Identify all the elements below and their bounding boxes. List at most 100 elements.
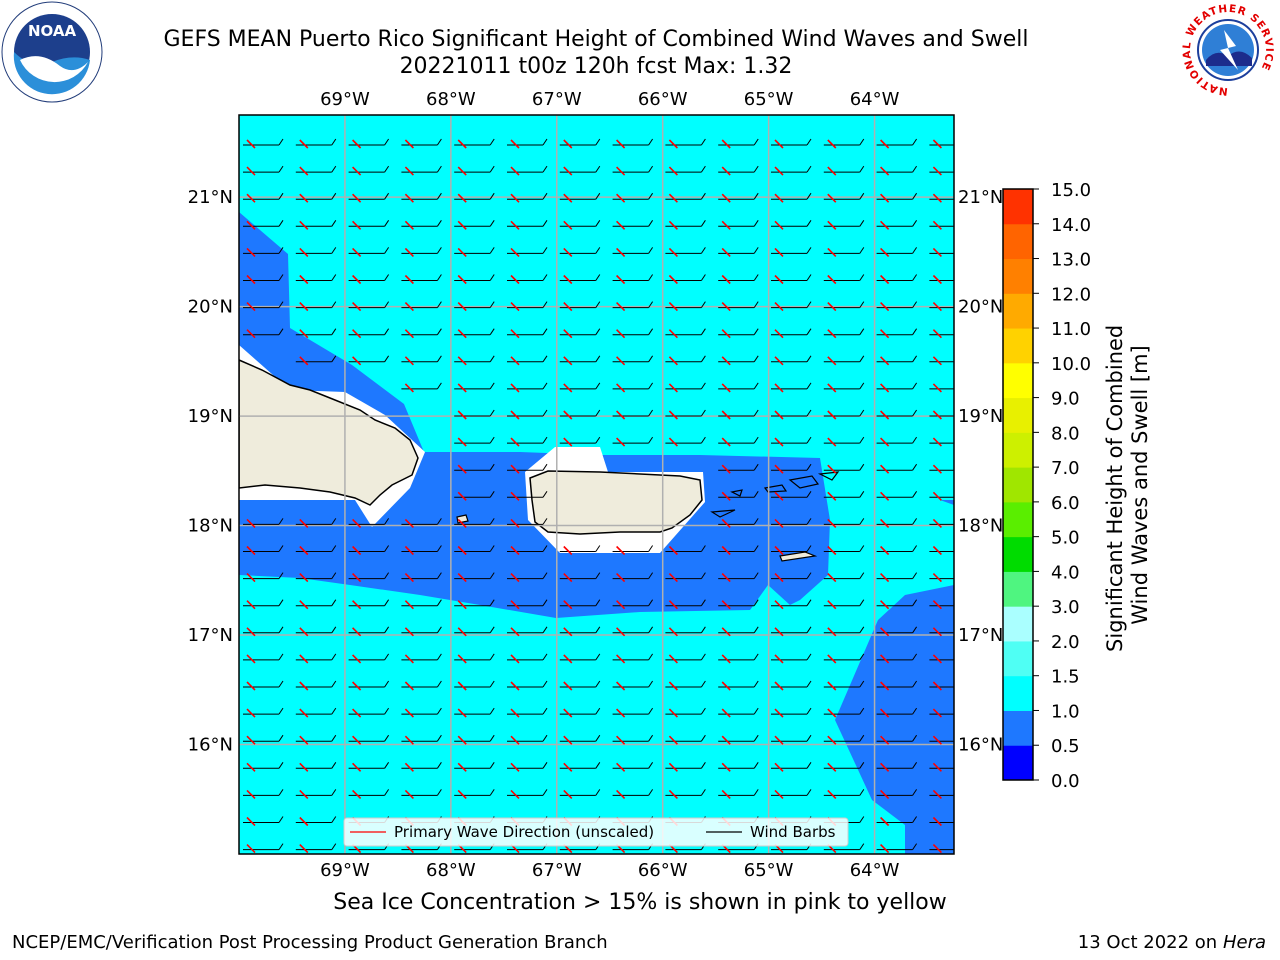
wind-barb-tick bbox=[753, 274, 759, 281]
wave-direction-arrow bbox=[774, 708, 784, 718]
wind-barb-tick bbox=[806, 789, 812, 796]
wave-direction-arrow bbox=[827, 545, 837, 556]
wind-barb-tick bbox=[912, 491, 918, 498]
wave-direction-arrow bbox=[404, 789, 414, 799]
wave-direction-arrow bbox=[880, 708, 890, 718]
wave-direction-arrow bbox=[616, 627, 626, 637]
wind-barb-tick bbox=[859, 572, 865, 579]
wind-barb-tick bbox=[595, 301, 601, 308]
wind-barb-tick bbox=[859, 626, 865, 634]
wave-direction-arrow bbox=[932, 627, 942, 637]
wind-barb-tick bbox=[753, 707, 759, 715]
wind-barb-tick bbox=[753, 734, 759, 742]
wind-barb-tick bbox=[595, 409, 601, 417]
wave-direction-arrow bbox=[827, 491, 837, 501]
noaa-logo: NOAA bbox=[1, 1, 103, 103]
wave-direction-arrow bbox=[457, 708, 467, 718]
wind-barb-tick bbox=[965, 491, 969, 497]
wind-barb-tick bbox=[542, 545, 548, 552]
legend-label-wave: Primary Wave Direction (unscaled) bbox=[394, 823, 654, 841]
x-tick-label-bottom: 68°W bbox=[426, 860, 476, 881]
colorbar-tick-label: 4.0 bbox=[1051, 562, 1080, 583]
wind-barb-tick bbox=[806, 274, 812, 281]
wave-direction-arrow bbox=[721, 220, 731, 230]
wave-direction-arrow bbox=[510, 247, 520, 257]
wave-direction-arrow bbox=[827, 681, 837, 691]
wave-direction-arrow bbox=[932, 816, 942, 827]
wind-barb-tick bbox=[489, 599, 495, 606]
wind-barb-tick bbox=[806, 491, 812, 498]
wave-direction-arrow bbox=[774, 735, 784, 745]
wind-barb-tick bbox=[859, 274, 865, 281]
wave-direction-arrow bbox=[668, 302, 678, 312]
wind-barb-tick bbox=[806, 545, 812, 552]
wind-barb-tick bbox=[595, 653, 601, 661]
wave-direction-arrow bbox=[932, 600, 942, 610]
wave-direction-arrow bbox=[510, 383, 520, 393]
wind-barb-tick bbox=[753, 247, 759, 254]
wave-direction-arrow bbox=[299, 627, 309, 637]
wave-direction-arrow bbox=[880, 573, 890, 583]
wind-barb-tick bbox=[278, 328, 284, 335]
y-tick-label-left: 17°N bbox=[188, 625, 233, 646]
wave-direction-arrow bbox=[932, 545, 942, 556]
wind-barb-tick bbox=[859, 192, 865, 200]
wind-barb-tick bbox=[753, 192, 759, 200]
wave-direction-arrow bbox=[510, 437, 520, 447]
wind-barb-tick bbox=[700, 762, 706, 769]
wind-barb-tick bbox=[859, 816, 865, 823]
wave-direction-arrow bbox=[721, 762, 731, 772]
wave-direction-arrow bbox=[774, 491, 784, 501]
wind-barb-tick bbox=[489, 301, 495, 308]
wave-direction-arrow bbox=[827, 627, 837, 637]
wave-direction-arrow bbox=[299, 302, 309, 312]
wind-barb-tick bbox=[542, 247, 548, 254]
colorbar-segment bbox=[1003, 258, 1033, 294]
wave-direction-arrow bbox=[774, 139, 784, 149]
map-frame bbox=[238, 114, 955, 855]
land-puerto-rico bbox=[529, 470, 703, 535]
wind-barb-tick bbox=[806, 762, 812, 769]
wind-barb-tick bbox=[542, 220, 548, 227]
legend: Primary Wave Direction (unscaled) Wind B… bbox=[343, 817, 849, 847]
wave-direction-arrow bbox=[668, 139, 678, 149]
colorbar-segment bbox=[1003, 189, 1033, 225]
wave-direction-arrow bbox=[352, 247, 362, 257]
wind-barb-tick bbox=[753, 165, 759, 173]
wave-direction-arrow bbox=[880, 437, 890, 447]
wave-direction-arrow bbox=[246, 762, 256, 772]
wave-direction-arrow bbox=[246, 789, 256, 799]
wind-barb-tick bbox=[965, 139, 969, 145]
wave-direction-arrow bbox=[616, 302, 626, 312]
wave-direction-arrow bbox=[404, 735, 414, 745]
wind-barb-tick bbox=[436, 247, 442, 254]
wind-barb-tick bbox=[278, 734, 284, 742]
wind-barb-tick bbox=[753, 301, 759, 308]
wave-direction-arrow bbox=[880, 193, 890, 203]
colorbar-tick-label: 1.5 bbox=[1051, 667, 1080, 688]
wind-barb-tick bbox=[436, 355, 442, 363]
wave-direction-arrow bbox=[721, 464, 731, 474]
wave-direction-arrow bbox=[721, 139, 731, 149]
wind-barb-tick bbox=[278, 572, 284, 579]
vector-field bbox=[243, 138, 969, 854]
wind-barb-tick bbox=[595, 436, 601, 444]
wind-barb-tick bbox=[331, 707, 337, 715]
wind-barb-tick bbox=[489, 220, 495, 227]
wave-direction-arrow bbox=[774, 545, 784, 556]
wind-barb-tick bbox=[542, 653, 548, 661]
wave-direction-arrow bbox=[404, 518, 414, 528]
wind-barb-tick bbox=[331, 816, 337, 823]
wind-barb-tick bbox=[595, 572, 601, 579]
wave-direction-arrow bbox=[457, 681, 467, 691]
wind-barb-tick bbox=[965, 817, 969, 823]
wind-barb-tick bbox=[278, 653, 284, 661]
wind-barb-tick bbox=[595, 165, 601, 173]
wave-direction-arrow bbox=[616, 329, 626, 339]
wind-barb-tick bbox=[384, 762, 390, 769]
wave-direction-arrow bbox=[563, 627, 573, 637]
wave-direction-arrow bbox=[721, 600, 731, 610]
wave-direction-arrow bbox=[932, 654, 942, 664]
wave-direction-arrow bbox=[721, 708, 731, 718]
